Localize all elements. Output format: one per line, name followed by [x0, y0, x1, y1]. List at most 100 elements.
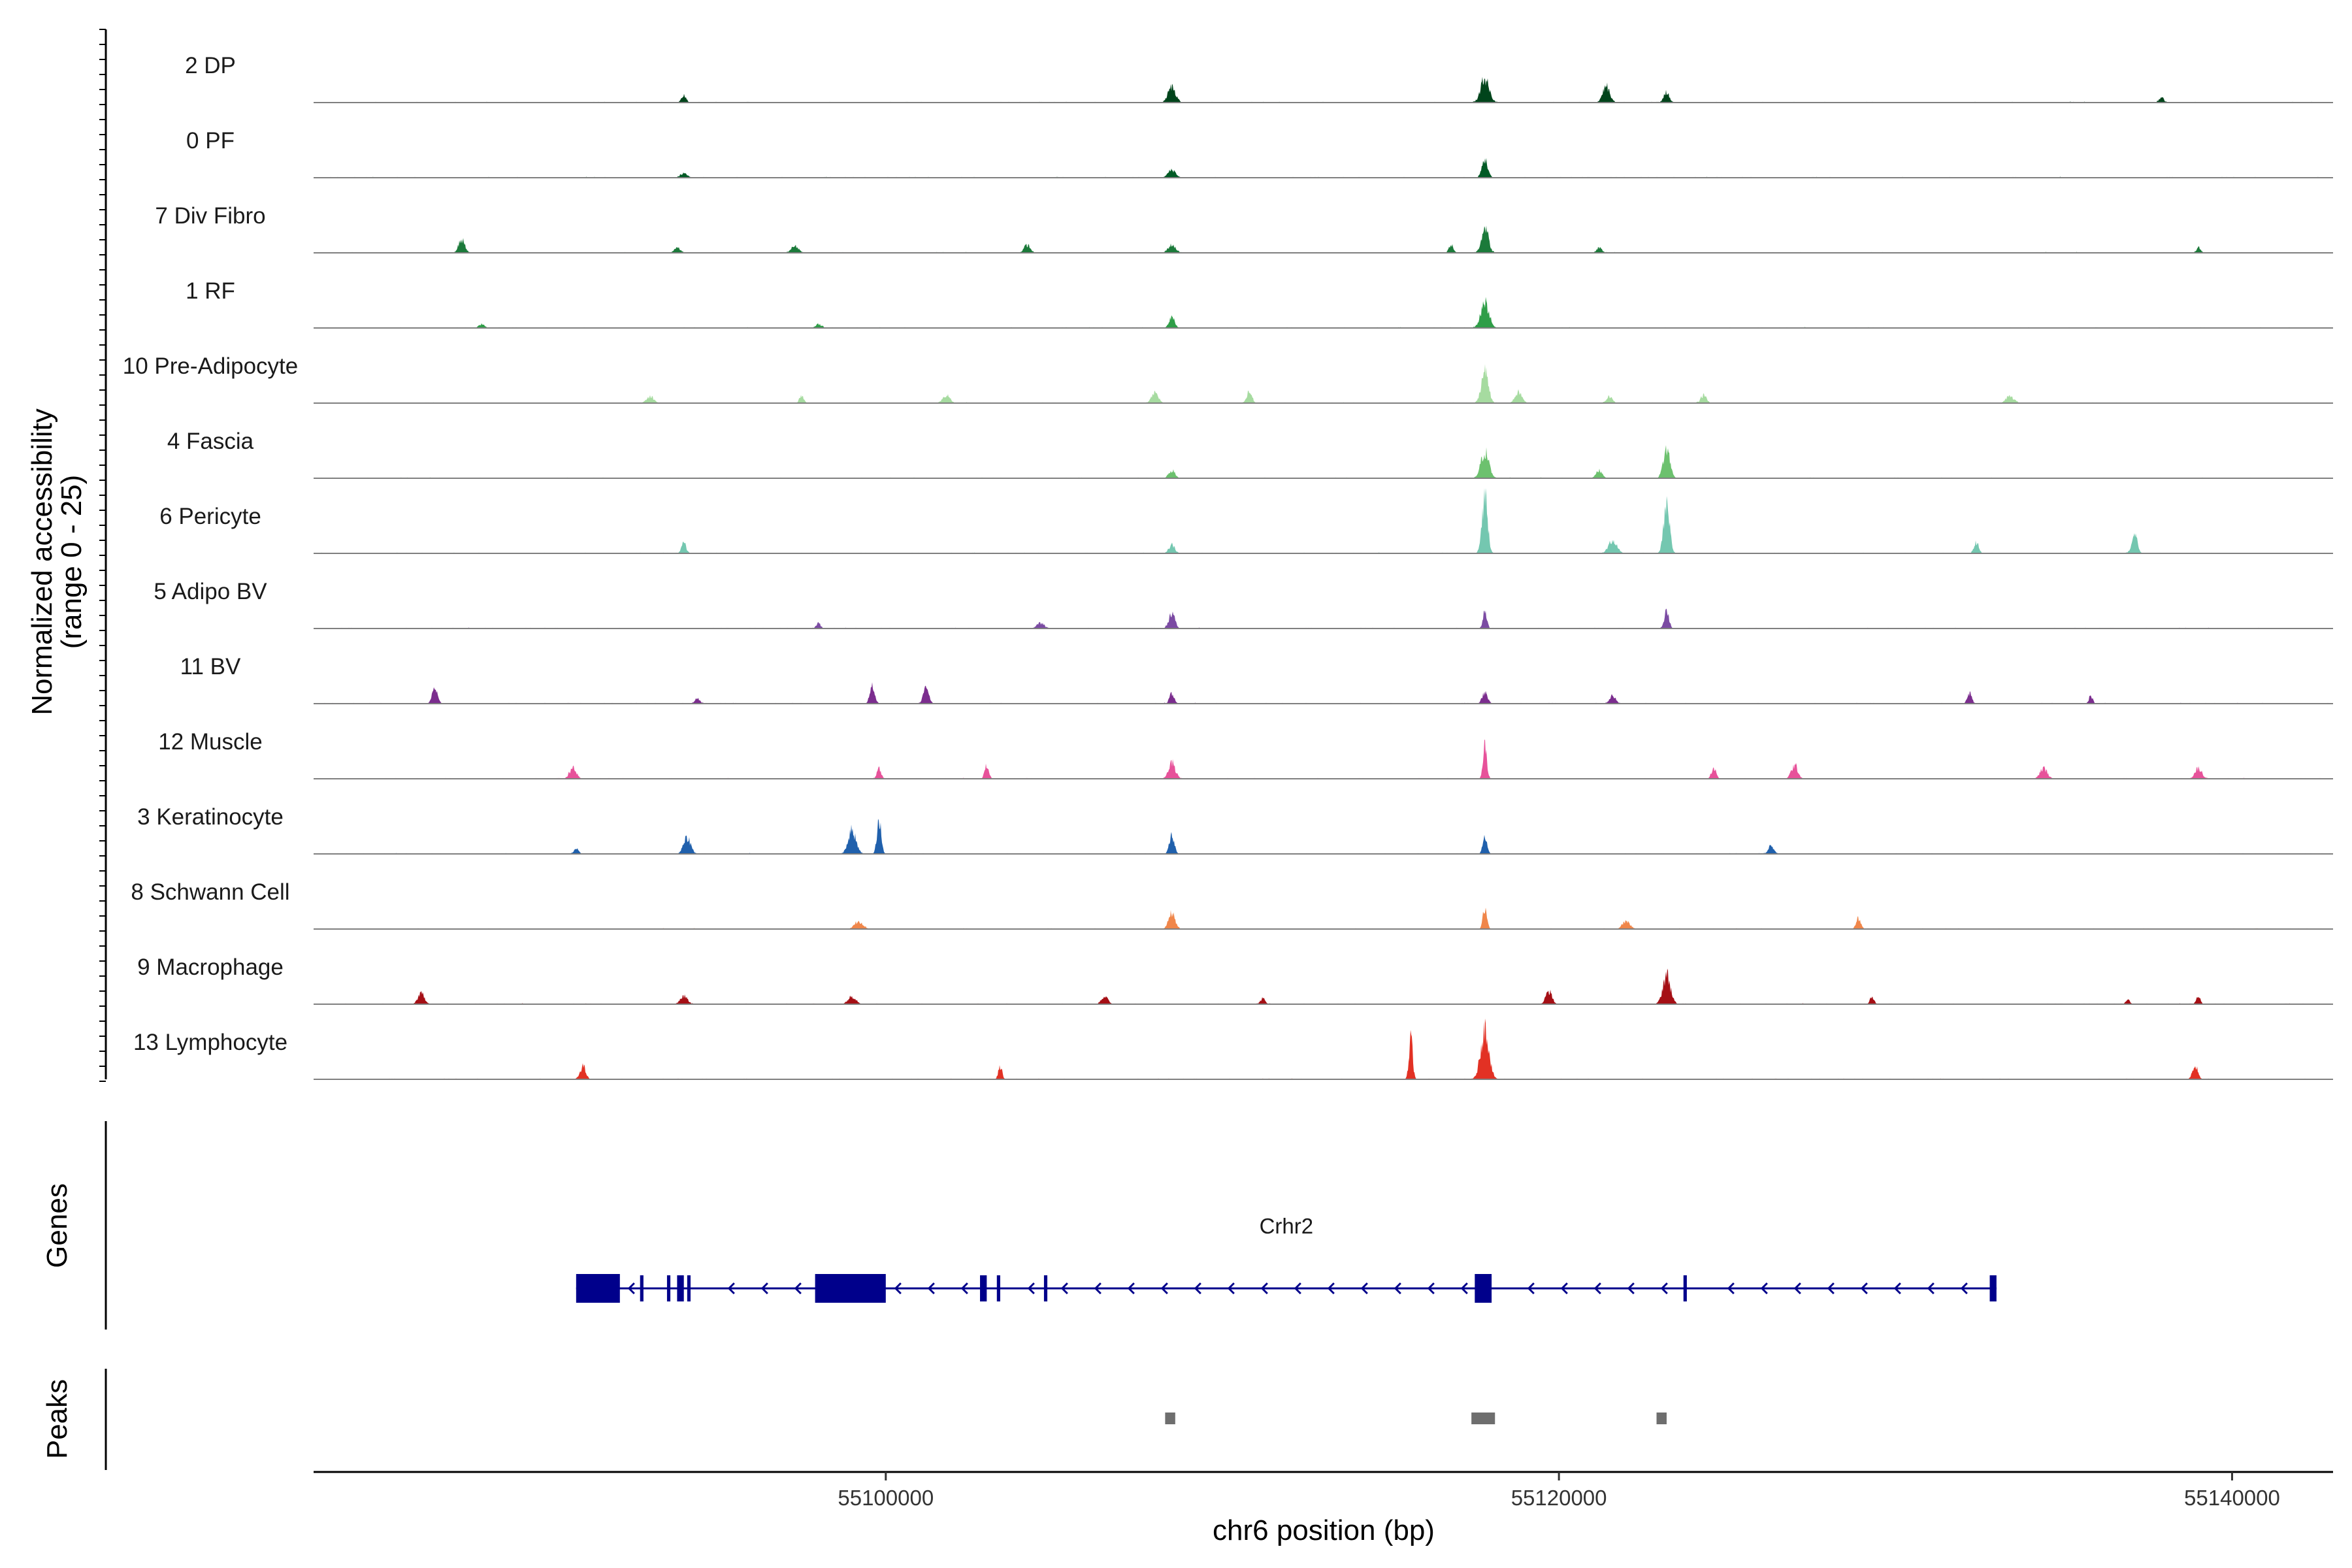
strand-arrow	[627, 1282, 635, 1295]
strand-arrow	[1127, 1282, 1135, 1295]
strand-arrow	[1194, 1282, 1201, 1295]
track: 4 Fascia	[167, 429, 2333, 479]
exon	[1989, 1275, 1997, 1301]
x-tick-label: 55120000	[1511, 1486, 1607, 1510]
track-label: 9 Macrophage	[137, 955, 284, 980]
track-label: 12 Muscle	[158, 729, 263, 755]
exon	[687, 1275, 691, 1301]
coverage-area	[314, 445, 2333, 478]
track-label: 13 Lymphocyte	[133, 1030, 287, 1055]
peak-regions	[1165, 1413, 1667, 1424]
peaks-axis-title: Peaks	[41, 1379, 73, 1459]
gene-name-label: Crhr2	[1260, 1214, 1314, 1238]
x-tick-label: 55100000	[838, 1486, 934, 1510]
track: 8 Schwann Cell	[131, 879, 2333, 930]
track: 0 PF	[186, 128, 2333, 178]
exon	[640, 1275, 644, 1301]
exon	[996, 1275, 1000, 1301]
strand-arrow	[1160, 1282, 1168, 1295]
strand-arrow	[727, 1282, 735, 1295]
exon	[1475, 1274, 1492, 1303]
peak-region	[1656, 1413, 1667, 1424]
strand-arrow	[1627, 1282, 1635, 1295]
track-label: 4 Fascia	[167, 429, 254, 454]
track-label: 10 Pre-Adipocyte	[123, 353, 298, 379]
exon	[815, 1274, 886, 1303]
coverage-area	[314, 907, 2333, 929]
strand-arrow	[1927, 1282, 1935, 1295]
track: 10 Pre-Adipocyte	[123, 353, 2333, 404]
y-axis-ticks	[99, 29, 106, 1082]
track-label: 7 Div Fibro	[155, 203, 265, 229]
track: 12 Muscle	[158, 729, 2333, 779]
track-label: 1 RF	[186, 278, 235, 304]
coverage-area	[314, 76, 2333, 103]
coverage-area	[314, 225, 2333, 253]
track: 11 BV	[180, 654, 2333, 704]
y-axis-title: Normalized accessibility	[26, 408, 58, 715]
strand-arrow	[960, 1282, 968, 1295]
strand-arrow	[1460, 1282, 1468, 1295]
track: 5 Adipo BV	[154, 579, 2333, 629]
strand-arrow	[1727, 1282, 1735, 1295]
strand-arrow	[1827, 1282, 1835, 1295]
strand-arrow	[927, 1282, 935, 1295]
coverage-area	[314, 608, 2333, 629]
peaks-panel: Peaks	[41, 1369, 1667, 1470]
strand-arrow	[1527, 1282, 1535, 1295]
x-axis: 55100000 55120000 55140000 chr6 position (…	[314, 1471, 2333, 1546]
strand-arrow	[1027, 1282, 1035, 1295]
coverage-area	[314, 968, 2333, 1004]
gene-model-crhr2: Crhr2	[576, 1214, 1997, 1303]
exon	[1043, 1275, 1048, 1301]
x-axis-title: chr6 position (bp)	[1213, 1514, 1435, 1546]
strand-arrow	[1560, 1282, 1568, 1295]
strand-arrow	[1294, 1282, 1301, 1295]
coverage-area	[314, 488, 2333, 553]
strand-arrow	[1893, 1282, 1901, 1295]
exon	[980, 1275, 987, 1301]
strand-arrow	[1593, 1282, 1601, 1295]
y-axis: Normalized accessibility (range 0 - 25)	[26, 29, 107, 1082]
strand-arrow	[1660, 1282, 1668, 1295]
peak-region	[1165, 1413, 1175, 1424]
coverage-area	[314, 1019, 2333, 1079]
exon	[666, 1275, 671, 1301]
strand-arrow	[1427, 1282, 1435, 1295]
coverage-tracks: 2 DP 0 PF 7 Div Fibro 1 RF 10 Pre-Adipocyte 4…	[123, 53, 2333, 1080]
track: 13 Lymphocyte	[133, 1019, 2333, 1080]
strand-arrow	[794, 1282, 802, 1295]
genes-panel: Genes Crhr2	[41, 1121, 1997, 1330]
strand-arrow	[1360, 1282, 1368, 1295]
track-label: 6 Pericyte	[159, 504, 261, 529]
exon	[1683, 1275, 1687, 1301]
track-label: 2 DP	[185, 53, 236, 78]
track-label: 8 Schwann Cell	[131, 879, 289, 905]
track: 6 Pericyte	[159, 488, 2333, 554]
x-axis-ticks: 55100000 55120000 55140000	[838, 1472, 2280, 1510]
strand-arrow	[1760, 1282, 1768, 1295]
track: 3 Keratinocyte	[137, 804, 2333, 855]
strand-arrow	[1960, 1282, 1968, 1295]
track-label: 0 PF	[186, 128, 235, 154]
strand-arrow	[1094, 1282, 1102, 1295]
strand-arrow	[1394, 1282, 1401, 1295]
track-label: 11 BV	[180, 654, 241, 679]
x-tick-label: 55140000	[2184, 1486, 2280, 1510]
peak-region	[1471, 1413, 1495, 1424]
strand-arrow	[894, 1282, 902, 1295]
strand-arrow	[1060, 1282, 1068, 1295]
track: 1 RF	[186, 278, 2333, 329]
strand-arrow	[1327, 1282, 1335, 1295]
exon	[677, 1275, 684, 1301]
exon	[576, 1274, 620, 1303]
strand-arrow	[1260, 1282, 1268, 1295]
strand-arrow	[760, 1282, 768, 1295]
genes-axis-title: Genes	[41, 1183, 73, 1268]
track-label: 3 Keratinocyte	[137, 804, 284, 830]
coverage-area	[314, 157, 2333, 178]
coverage-area	[314, 819, 2333, 854]
coverage-area	[314, 297, 2333, 328]
track: 9 Macrophage	[137, 955, 2333, 1005]
